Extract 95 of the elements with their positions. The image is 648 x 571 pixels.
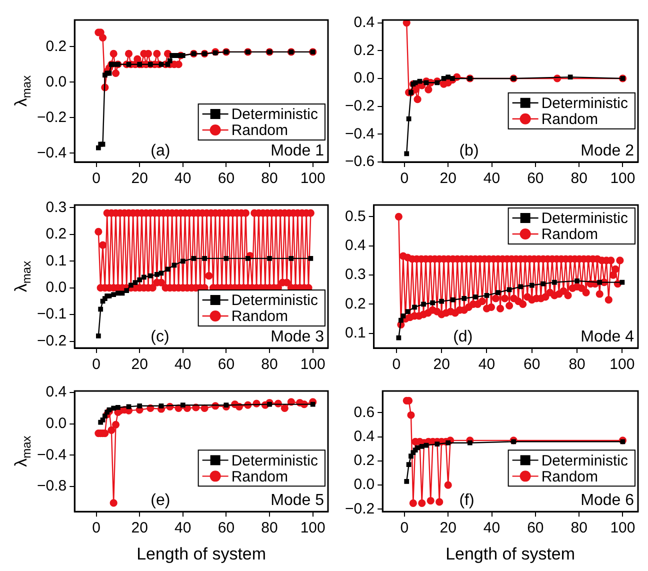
y-tick-label: 0.4	[354, 428, 375, 445]
x-tick-label: 0	[400, 520, 409, 537]
y-tick-label: 0.3	[46, 198, 67, 216]
y-tick-label: 0.0	[354, 476, 375, 494]
y-axis-title: λmax	[12, 75, 34, 107]
legend-label: Random	[541, 226, 598, 244]
x-tick-label: 0	[92, 170, 100, 188]
x-tick-label: 100	[300, 356, 326, 374]
y-tick-label: 0.2	[46, 226, 67, 243]
annotation: (e)	[150, 492, 170, 510]
y-tick-label: 0.0	[46, 415, 67, 432]
y-axis-title: λmax	[12, 436, 34, 467]
x-tick-label: 0	[400, 170, 409, 188]
y-tick-label: 0.2	[354, 452, 375, 470]
y-tick-label: 0.4	[344, 237, 366, 254]
y-tick-label: 0.4	[46, 384, 67, 401]
legend-label: Random	[541, 111, 598, 128]
legend-label: Random	[231, 468, 288, 486]
y-tick-label: 0.3	[344, 266, 366, 284]
y-tick-label: 0.5	[344, 208, 366, 225]
x-tick-label: 20	[440, 170, 456, 188]
y-tick-label: 0.2	[354, 42, 375, 59]
annotation: (d)	[453, 328, 473, 346]
x-tick-label: 80	[568, 356, 586, 374]
annotation: (f)	[459, 492, 474, 510]
x-tick-label: 0	[92, 356, 100, 374]
x-tick-label: 60	[218, 170, 235, 188]
x-tick-label: 100	[610, 170, 636, 188]
legend-label: Deterministic	[541, 95, 628, 112]
legend-label: Deterministic	[541, 210, 628, 228]
x-tick-label: 100	[610, 356, 635, 374]
x-axis-title: Length of system	[136, 544, 266, 564]
y-tick-label: −0.4	[344, 125, 375, 142]
y-tick-label: 0.4	[354, 14, 375, 31]
x-tick-label: 40	[478, 356, 496, 374]
y-tick-label: 0.1	[46, 252, 67, 270]
y-tick-label: 0.0	[46, 73, 67, 90]
x-tick-label: 60	[218, 356, 235, 374]
annotation: Mode 4	[580, 328, 634, 346]
y-tick-label: 0.6	[354, 404, 375, 421]
x-tick-label: 80	[261, 356, 278, 374]
annotation: Mode 5	[270, 492, 324, 510]
legend-label: Deterministic	[541, 452, 628, 470]
legend-label: Deterministic	[231, 292, 318, 310]
y-tick-label: −0.2	[36, 332, 67, 350]
x-tick-label: 40	[174, 356, 192, 374]
y-tick-label: −0.2	[344, 97, 375, 114]
y-tick-label: −0.6	[344, 153, 375, 170]
x-tick-label: 60	[527, 170, 544, 188]
annotation: Mode 1	[270, 142, 324, 160]
legend-label: Random	[541, 468, 598, 486]
y-tick-label: −0.2	[344, 500, 375, 518]
x-tick-label: 40	[174, 170, 192, 188]
x-tick-label: 20	[440, 520, 456, 537]
x-axis-title: Length of system	[446, 544, 576, 564]
x-tick-label: 20	[131, 520, 148, 537]
y-tick-label: 0.2	[46, 38, 67, 55]
x-tick-label: 100	[300, 170, 326, 188]
annotation: (c)	[150, 328, 170, 346]
legend-label: Random	[231, 122, 288, 140]
x-tick-label: 40	[483, 170, 500, 188]
legend-label: Random	[231, 308, 288, 326]
legend-label: Deterministic	[231, 452, 318, 470]
x-tick-label: 20	[433, 356, 450, 374]
annotation: (b)	[459, 142, 479, 160]
x-tick-label: 60	[527, 520, 544, 537]
annotation: Mode 3	[270, 328, 324, 346]
y-tick-label: 0.2	[344, 295, 366, 312]
y-axis-title: λmax	[12, 260, 34, 292]
x-tick-label: 0	[392, 356, 401, 374]
legend-label: Deterministic	[231, 106, 318, 124]
y-tick-label: −0.4	[36, 144, 67, 162]
x-tick-label: 80	[261, 170, 278, 188]
y-tick-label: −0.1	[36, 306, 67, 323]
x-tick-label: 80	[570, 520, 588, 537]
y-tick-label: −0.4	[36, 446, 67, 464]
annotation: (a)	[150, 142, 170, 160]
x-tick-label: 40	[483, 520, 500, 537]
x-tick-label: 80	[261, 520, 278, 537]
x-tick-label: 100	[300, 520, 326, 537]
x-tick-label: 20	[131, 170, 148, 188]
x-tick-label: 80	[570, 170, 588, 188]
y-tick-label: 0.1	[344, 324, 366, 342]
x-tick-label: 0	[92, 520, 100, 537]
y-tick-label: 0.0	[46, 279, 67, 296]
x-tick-label: 60	[524, 356, 540, 374]
x-tick-label: 20	[131, 356, 148, 374]
annotation: Mode 2	[580, 142, 634, 160]
y-tick-label: −0.2	[36, 108, 67, 126]
x-tick-label: 40	[174, 520, 192, 537]
annotation: Mode 6	[580, 492, 634, 510]
x-tick-label: 100	[610, 520, 636, 537]
y-tick-label: 0.0	[354, 70, 375, 87]
y-tick-label: −0.8	[36, 478, 67, 495]
x-tick-label: 60	[218, 520, 235, 537]
